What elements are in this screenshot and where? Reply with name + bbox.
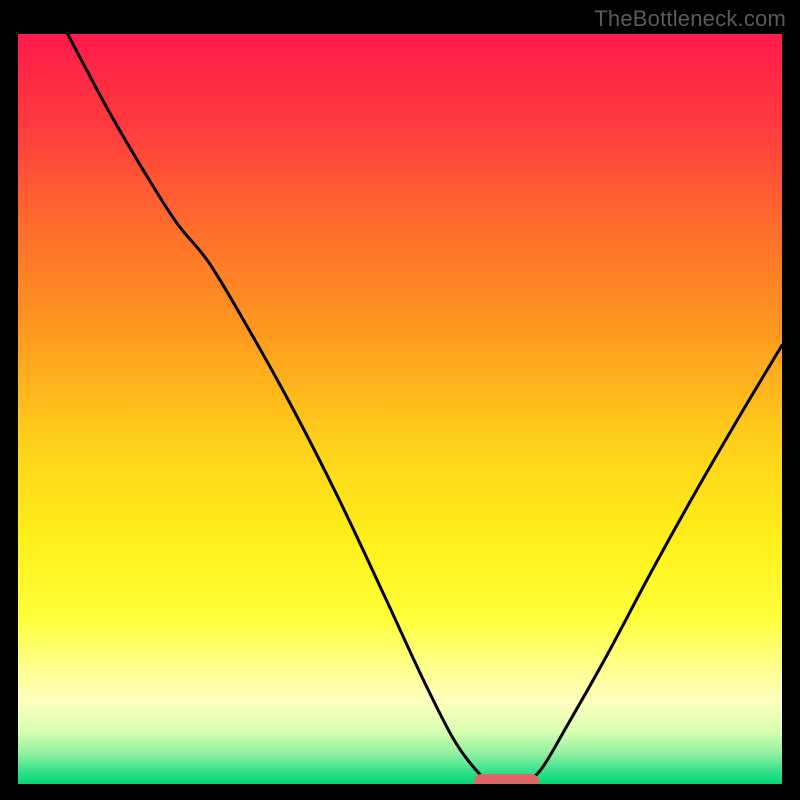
optimal-range-marker: [474, 774, 539, 785]
chart-curve: [18, 34, 782, 784]
watermark-text: TheBottleneck.com: [594, 6, 786, 32]
root-container: { "canvas": { "width": 800, "height": 80…: [0, 0, 800, 800]
chart-frame: [18, 34, 782, 784]
